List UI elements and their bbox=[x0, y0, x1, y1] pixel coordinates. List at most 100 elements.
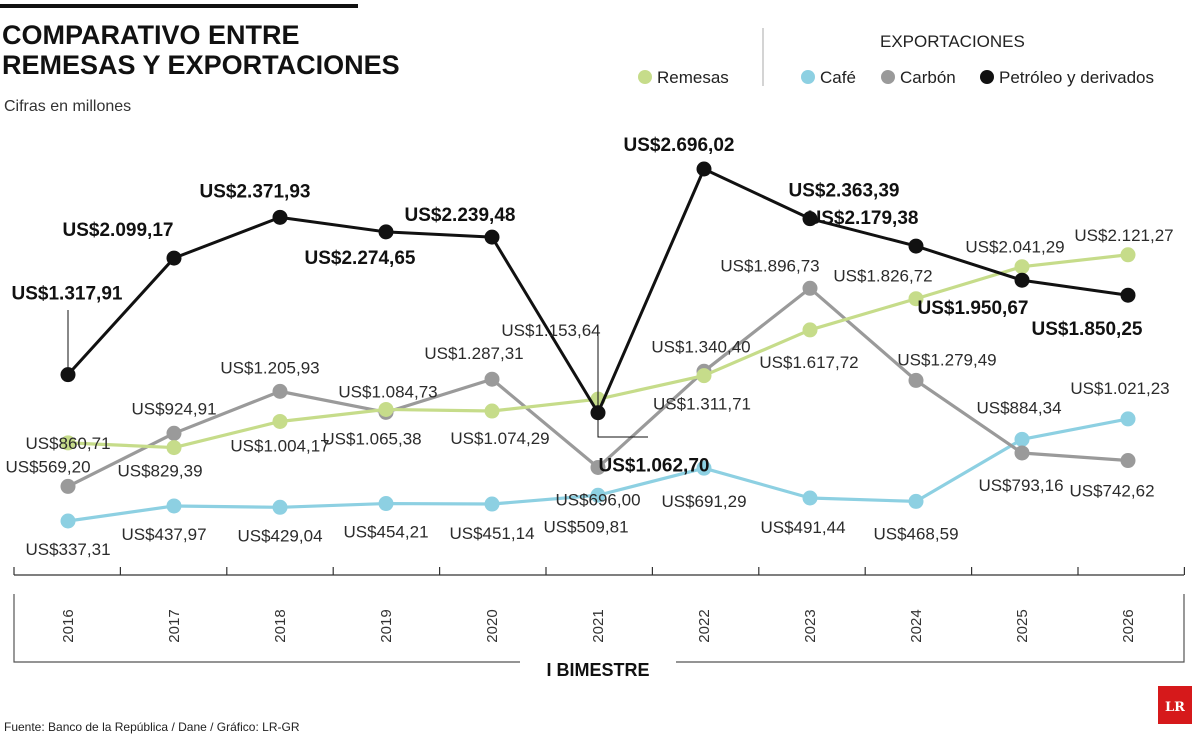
point-cafe-2018 bbox=[272, 499, 288, 515]
point-remesas-2017 bbox=[166, 440, 182, 456]
x-tick-label-2025: 2025 bbox=[1014, 609, 1031, 642]
data-label-carbon-2026: US$742,62 bbox=[1069, 482, 1154, 501]
x-axis-bracket bbox=[13, 594, 1185, 663]
data-label-remesas-2016: US$860,71 bbox=[25, 434, 110, 453]
data-label-cafe-2016: US$337,31 bbox=[25, 540, 110, 559]
legend: EXPORTACIONES Remesas Café Carbón Petróleo … bbox=[638, 28, 1154, 87]
data-label-carbon-2018: US$1.205,93 bbox=[220, 358, 319, 377]
data-label-carbon-2023: US$1.896,73 bbox=[720, 256, 819, 275]
point-remesas-2023 bbox=[802, 322, 818, 338]
point-remesas-2018 bbox=[272, 413, 288, 429]
leader-line-petroleo-2021 bbox=[597, 326, 648, 438]
data-label-cafe-2021: US$509,81 bbox=[543, 517, 628, 536]
data-label-remesas-2023: US$1.617,72 bbox=[759, 353, 858, 372]
point-cafe-2022 bbox=[696, 460, 712, 476]
point-cafe-2016 bbox=[60, 513, 76, 529]
data-label-remesas-2018: US$1.004,17 bbox=[230, 436, 329, 455]
x-tick-label-2023: 2023 bbox=[802, 609, 819, 642]
x-tick-label-2018: 2018 bbox=[272, 609, 289, 642]
lr-logo-background bbox=[1158, 686, 1192, 724]
data-label-carbon-2020: US$1.287,31 bbox=[424, 344, 523, 363]
legend-swatch-carbon bbox=[881, 70, 895, 84]
x-tick-label-2021: 2021 bbox=[590, 609, 607, 642]
data-label-carbon-2019: US$1.065,38 bbox=[322, 429, 421, 448]
series-layer bbox=[60, 161, 1136, 529]
data-label-petroleo-y-derivados-2025: US$1.950,67 bbox=[918, 298, 1029, 319]
point-carbon-2023 bbox=[802, 280, 818, 296]
data-label-remesas-2024: US$1.826,72 bbox=[833, 267, 932, 286]
x-tick-label-2017: 2017 bbox=[166, 609, 183, 642]
legend-label-petroleo-y-derivados: Petróleo y derivados bbox=[999, 68, 1154, 87]
point-carbon-2021 bbox=[590, 459, 606, 475]
data-label-cafe-2025: US$884,34 bbox=[976, 398, 1061, 417]
point-remesas-2024 bbox=[908, 291, 924, 307]
data-label-carbon-2022: US$1.340,40 bbox=[651, 337, 750, 356]
point-cafe-2017 bbox=[166, 498, 182, 514]
point-cafe-2020 bbox=[484, 496, 500, 512]
data-label-remesas-2017: US$829,39 bbox=[117, 462, 202, 481]
data-label-petroleo-y-derivados-2021: US$1.062,70 bbox=[599, 456, 710, 477]
point-remesas-2019 bbox=[378, 401, 394, 417]
x-tick-label-2019: 2019 bbox=[378, 609, 395, 642]
point-petroleo-y-derivados-2025 bbox=[1014, 272, 1030, 288]
point-carbon-2025 bbox=[1014, 445, 1030, 461]
point-petroleo-y-derivados-2018 bbox=[272, 209, 288, 225]
data-label-petroleo-y-derivados-2019: US$2.274,65 bbox=[305, 248, 416, 269]
data-label-remesas-2020: US$1.074,29 bbox=[450, 429, 549, 448]
header-rule bbox=[0, 4, 358, 8]
lr-logo: LR bbox=[1158, 686, 1192, 724]
point-carbon-2024 bbox=[908, 372, 924, 388]
point-carbon-2017 bbox=[166, 425, 182, 441]
data-label-cafe-2022: US$691,29 bbox=[661, 492, 746, 511]
point-cafe-2019 bbox=[378, 496, 394, 512]
point-petroleo-y-derivados-2020 bbox=[484, 229, 500, 245]
x-tick-label-2024: 2024 bbox=[908, 609, 925, 642]
data-label-cafe-2018: US$429,04 bbox=[237, 526, 322, 545]
x-axis: 2016 2017 2018 2019 2020 2021 2022 2023 2024 2025… bbox=[13, 567, 1186, 663]
data-label-cafe-2024: US$468,59 bbox=[873, 524, 958, 543]
data-label-layer: US$860,71 US$829,39 US$1.004,17 US$1.084,73… bbox=[5, 135, 1173, 559]
data-label-cafe-2020: US$451,14 bbox=[449, 524, 534, 543]
legend-label-remesas: Remesas bbox=[657, 68, 729, 87]
data-label-carbon-2021: US$696,00 bbox=[555, 490, 640, 509]
data-label-cafe-2023: US$491,44 bbox=[760, 518, 845, 537]
data-label-petroleo-y-derivados-2020: US$2.239,48 bbox=[405, 205, 516, 226]
x-tick-label-2016: 2016 bbox=[60, 609, 77, 642]
data-label-cafe-2019: US$454,21 bbox=[343, 523, 428, 542]
point-petroleo-y-derivados-2026 bbox=[1120, 287, 1136, 303]
point-cafe-2024 bbox=[908, 493, 924, 509]
point-carbon-2018 bbox=[272, 383, 288, 399]
data-label-carbon-2025: US$793,16 bbox=[978, 476, 1063, 495]
point-cafe-2023 bbox=[802, 490, 818, 506]
data-label-cafe-2017: US$437,97 bbox=[121, 525, 206, 544]
legend-label-cafe: Café bbox=[820, 68, 856, 87]
data-label-carbon-2016: US$569,20 bbox=[5, 457, 90, 476]
data-label-remesas-2019: US$1.084,73 bbox=[338, 382, 437, 401]
point-remesas-2016 bbox=[60, 435, 76, 451]
lr-logo-text: LR bbox=[1165, 700, 1185, 715]
data-label-petroleo-y-derivados-2026: US$1.850,25 bbox=[1032, 319, 1143, 340]
data-label-petroleo-y-derivados-2016: US$1.317,91 bbox=[12, 284, 123, 305]
point-cafe-2021 bbox=[590, 487, 606, 503]
point-carbon-2026 bbox=[1120, 453, 1136, 469]
data-label-petroleo-y-derivados-2022: US$2.696,02 bbox=[624, 135, 735, 156]
chart-subtitle: Cifras en millones bbox=[4, 98, 131, 115]
data-label-remesas-2026: US$2.121,27 bbox=[1074, 226, 1173, 245]
x-tick-label-2020: 2020 bbox=[484, 609, 501, 642]
legend-swatch-cafe bbox=[801, 70, 815, 84]
point-cafe-2025 bbox=[1014, 431, 1030, 447]
chart-title-line-2: REMESAS Y EXPORTACIONES bbox=[2, 50, 400, 80]
point-remesas-2022 bbox=[696, 368, 712, 384]
point-petroleo-y-derivados-2023 bbox=[802, 211, 818, 227]
data-label-petroleo-y-derivados-2017: US$2.099,17 bbox=[63, 220, 174, 241]
x-tick-label-2026: 2026 bbox=[1120, 609, 1137, 642]
data-label-petroleo-y-derivados-2024: US$2.179,38 bbox=[808, 208, 919, 229]
legend-label-carbon: Carbón bbox=[900, 68, 956, 87]
source-note: Fuente: Banco de la República / Dane / G… bbox=[4, 720, 300, 734]
chart-title-line-1: COMPARATIVO ENTRE bbox=[2, 20, 300, 50]
x-tick-label-2022: 2022 bbox=[696, 609, 713, 642]
point-petroleo-y-derivados-2022 bbox=[696, 161, 712, 177]
point-carbon-2016 bbox=[60, 478, 76, 494]
x-axis-caption: I BIMESTRE bbox=[546, 660, 649, 680]
